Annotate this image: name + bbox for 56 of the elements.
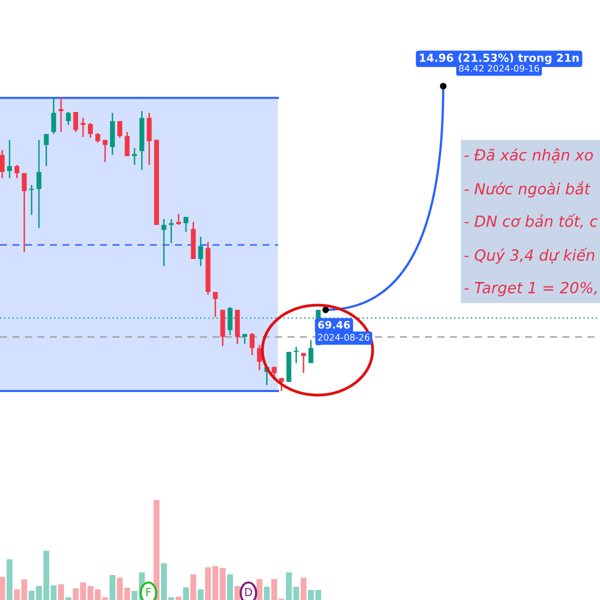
candlestick [117, 120, 122, 139]
candlestick [257, 344, 262, 371]
candlestick [146, 112, 152, 166]
candlestick [161, 218, 166, 267]
text: - Target 1 = 20%, [464, 282, 597, 296]
candlestick [0, 149, 5, 179]
candlestick [228, 306, 232, 336]
candlestick [250, 332, 255, 356]
candlestick [176, 213, 182, 226]
bar [65, 597, 72, 600]
text: - Nước ngoài bắt [464, 181, 591, 198]
text: - DN cơ bản tốt, c [464, 214, 598, 229]
candlestick [51, 96, 56, 135]
candlestick [301, 352, 306, 374]
candlestick [272, 366, 277, 381]
annotation: 69.46 [318, 320, 350, 329]
bar [198, 589, 204, 600]
candlestick [102, 139, 108, 163]
text: - Quý 3,4 dự kiến [464, 248, 594, 264]
bar [190, 574, 196, 600]
candlestick [279, 377, 284, 392]
candlestick [132, 147, 137, 166]
candlestick [168, 218, 174, 244]
candlestick [308, 339, 314, 364]
candlestick [294, 346, 299, 364]
bar [183, 587, 189, 600]
bar [58, 584, 64, 600]
text: 14.96 (21.53%) trong 21n [420, 53, 579, 64]
candlestick [80, 117, 86, 138]
candlestick [95, 132, 100, 144]
bar [0, 576, 6, 600]
candlestick [58, 96, 64, 133]
bar [6, 559, 12, 600]
annotation: 2024-08-26 [318, 334, 370, 341]
candlestick [212, 291, 218, 318]
annotation: F [146, 588, 152, 596]
candlestick [29, 184, 34, 216]
candlestick [44, 133, 49, 167]
candlestick [124, 131, 130, 157]
annotation: D [245, 588, 252, 596]
text: - Đã xác nhận xo [464, 148, 593, 164]
bar [110, 575, 116, 600]
bar [300, 578, 306, 600]
candlestick [22, 172, 27, 253]
text: 84.42 2024-09-16 [459, 64, 540, 72]
candlestick [36, 139, 42, 229]
candlestick [88, 122, 93, 139]
bar [227, 574, 233, 600]
candlestick [66, 111, 71, 126]
candlestick [14, 164, 20, 179]
candlestick [184, 216, 188, 233]
bar [176, 596, 182, 600]
candlestick [7, 139, 12, 179]
candlestick [73, 111, 78, 133]
bar [264, 586, 270, 600]
candlestick [198, 236, 204, 267]
